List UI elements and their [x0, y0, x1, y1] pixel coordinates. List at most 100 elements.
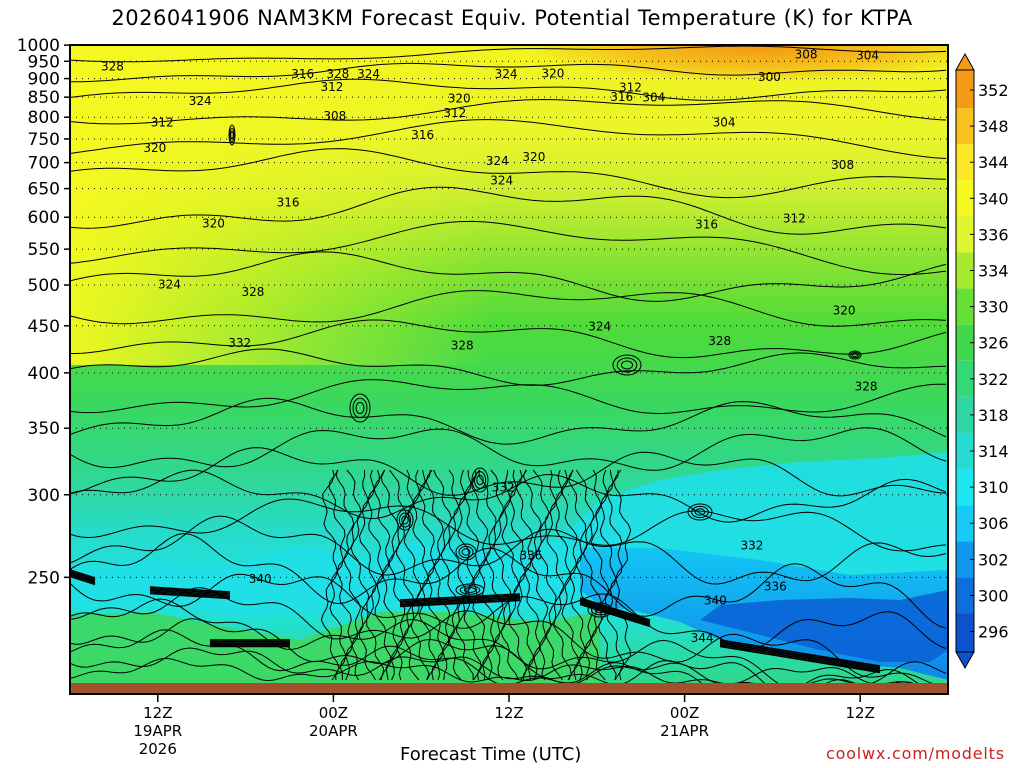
colorbar-segment: [956, 613, 974, 652]
colorbar-label: 336: [978, 225, 1009, 244]
contour-line: [579, 602, 651, 626]
x-axis-label: Forecast Time (UTC): [400, 744, 582, 765]
y-tick-label: 850: [28, 88, 60, 108]
contour-line: [70, 569, 96, 579]
contour-line: [320, 469, 340, 681]
contour-line: [350, 469, 370, 681]
x-tick-label: 12Z: [494, 704, 523, 722]
credit-link[interactable]: coolwx.com/modelts: [826, 744, 1005, 763]
closed-contour: [352, 397, 368, 419]
closed-contour: [461, 548, 471, 556]
y-tick-label: 600: [28, 208, 60, 228]
contour-label: 312: [320, 80, 343, 94]
closed-contour: [612, 354, 642, 376]
contour-line: [425, 469, 444, 681]
contour-line: [70, 427, 947, 471]
contour-label: 320: [143, 141, 166, 155]
colorbar-frame: [955, 69, 975, 653]
contour-line: [70, 319, 947, 359]
contour-line: [70, 570, 96, 581]
contour-label: 308: [323, 109, 346, 123]
contour-line: [70, 469, 947, 523]
contour-label: 320: [541, 66, 564, 80]
contour-line: [70, 532, 947, 629]
contour-label: 328: [708, 334, 731, 348]
y-tick-label: 250: [28, 568, 60, 588]
colorbar-label: 334: [978, 262, 1009, 281]
x-tick-label: 00Z: [319, 704, 348, 722]
contour-line: [719, 639, 881, 667]
contour-line: [149, 592, 231, 600]
closed-contour: [850, 351, 860, 359]
colorbar-segment: [956, 70, 974, 109]
contour-line: [70, 515, 947, 585]
contour-label: 312: [443, 106, 466, 120]
y-tick-label: 350: [28, 419, 60, 439]
contour-line: [395, 469, 414, 681]
y-tick-label: 300: [28, 486, 60, 506]
contour-label: 328: [326, 67, 349, 81]
contour-label: 332: [492, 480, 515, 494]
closed-contour: [620, 360, 634, 370]
y-tick-label: 900: [28, 70, 60, 90]
closed-contour: [852, 352, 858, 358]
contour-label: 304: [713, 115, 736, 129]
contour-line: [70, 379, 946, 415]
contour-line: [70, 119, 947, 159]
colorbar-segment: [956, 216, 974, 253]
contour-line: [579, 603, 651, 628]
contour-line: [388, 469, 407, 681]
contour-label: 324: [588, 320, 611, 334]
contour-line: [719, 642, 881, 670]
contour-line: [576, 469, 595, 681]
contour-line: [70, 148, 947, 199]
contour-line: [149, 587, 231, 595]
colorbar-label: 300: [978, 586, 1009, 605]
contour-line: [380, 469, 399, 681]
colorbar-segment: [956, 505, 974, 542]
contour-line: [399, 599, 521, 608]
contour-label: 328: [241, 285, 264, 299]
contour-line: [470, 469, 489, 681]
colorbar-bottom-arrow: [955, 651, 975, 670]
closed-contour: [459, 585, 481, 595]
colorbar-segment: [956, 432, 974, 470]
colorbar-segment: [956, 252, 974, 289]
colorbar-segment: [956, 577, 974, 614]
contour-line: [568, 469, 587, 681]
y-tick-label: 400: [28, 364, 60, 384]
contour-line: [70, 618, 914, 683]
contour-label: 320: [448, 91, 471, 105]
y-tick-label: 800: [28, 108, 60, 128]
x-tick-label: 20APR: [309, 722, 358, 740]
contour-line: [70, 647, 919, 683]
x-tick-label: 19APR: [133, 722, 182, 740]
closed-contour: [401, 515, 409, 525]
y-tick-label: 650: [28, 180, 60, 200]
contour-line: [149, 589, 231, 596]
contour-line: [719, 645, 881, 674]
contour-label: 300: [758, 70, 781, 84]
closed-contour: [687, 503, 713, 521]
closed-contour: [694, 508, 706, 516]
closed-contour: [398, 512, 412, 528]
contour-line: [328, 469, 347, 681]
colorbar-label: 344: [978, 153, 1009, 172]
contour-label: 340: [704, 593, 727, 607]
contour-line: [493, 469, 512, 681]
closed-contour: [473, 471, 487, 489]
contour-line: [598, 469, 617, 681]
ground-strip: [70, 683, 948, 694]
contour-field: [70, 45, 948, 683]
contour-line: [515, 469, 534, 681]
closed-contour: [471, 467, 489, 493]
contour-label: 304: [642, 91, 665, 105]
colorbar-label: 302: [978, 550, 1009, 569]
colorbar-label: 310: [978, 478, 1009, 497]
y-tick-label: 700: [28, 154, 60, 174]
contour-label: 304: [856, 49, 879, 63]
contour-label: 332: [740, 538, 763, 552]
y-tick-label: 750: [28, 130, 60, 150]
colorbar-label: 318: [978, 406, 1009, 425]
